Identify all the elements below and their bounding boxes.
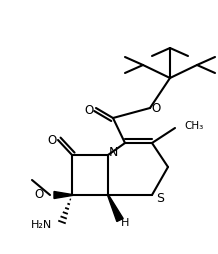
Text: H: H [121,218,129,228]
Polygon shape [107,195,123,221]
Polygon shape [54,192,72,198]
Text: H₂N: H₂N [31,220,52,230]
Text: CH₃: CH₃ [184,121,203,131]
Text: O: O [151,102,161,115]
Text: N: N [108,146,118,158]
Text: O: O [84,103,94,117]
Text: O: O [35,188,44,201]
Text: S: S [156,192,164,204]
Text: O: O [47,134,57,147]
